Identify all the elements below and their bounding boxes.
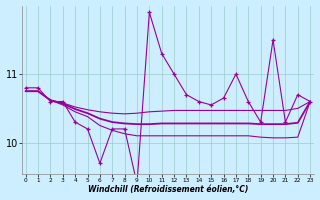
X-axis label: Windchill (Refroidissement éolien,°C): Windchill (Refroidissement éolien,°C)	[88, 185, 248, 194]
